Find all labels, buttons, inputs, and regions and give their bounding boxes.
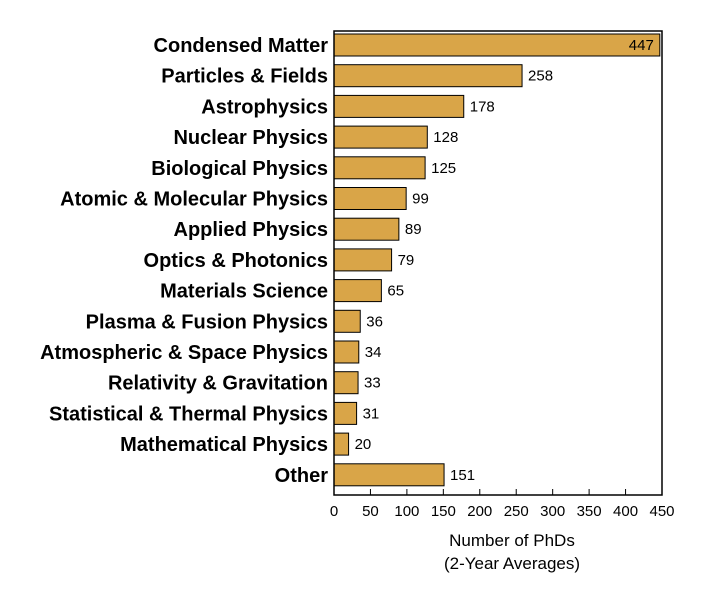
x-axis-title: Number of PhDs (449, 531, 575, 550)
value-label-nuclear-physics: 128 (433, 129, 458, 146)
category-labels: Condensed Matter Particles & Fields Astrop… (40, 35, 328, 487)
category-label-optics-and-photonics: Optics & Photonics (144, 250, 328, 272)
category-label-mathematical-physics: Mathematical Physics (120, 434, 328, 456)
category-label-particles-and-fields: Particles & Fields (161, 66, 328, 88)
x-tick-label-100: 100 (394, 503, 419, 520)
x-tick-label-50: 50 (362, 503, 379, 520)
value-label-particles-and-fields: 258 (528, 68, 553, 85)
bar-mathematical-physics (333, 432, 350, 456)
category-label-biological-physics: Biological Physics (151, 158, 328, 180)
x-tick-label-300: 300 (540, 503, 565, 520)
value-label-other: 151 (450, 467, 475, 484)
category-label-other: Other (275, 465, 329, 487)
value-label-relativity-and-gravitation: 33 (364, 375, 381, 392)
category-label-plasma-and-fusion-physics: Plasma & Fusion Physics (86, 311, 328, 333)
x-tick-label-350: 350 (577, 503, 602, 520)
value-label-biological-physics: 125 (431, 160, 456, 177)
value-label-materials-science: 65 (387, 283, 404, 300)
value-label-condensed-matter: 447 (629, 37, 654, 54)
x-axis-tick-labels: 0 50 100 150 200 250 300 350 400 450 (330, 503, 675, 520)
category-label-condensed-matter: Condensed Matter (154, 35, 329, 57)
bar-statistical-and-thermal-physics (333, 401, 358, 425)
bar-optics-and-photonics (333, 248, 393, 272)
value-label-statistical-and-thermal-physics: 31 (363, 405, 380, 422)
bar-atomic-and-molecular-physics (333, 187, 407, 210)
value-label-atomic-and-molecular-physics: 99 (412, 191, 429, 208)
category-label-atomic-and-molecular-physics: Atomic & Molecular Physics (60, 189, 328, 211)
x-tick-label-150: 150 (431, 503, 456, 520)
x-axis-ticks (333, 489, 663, 495)
bar-condensed-matter (333, 33, 661, 57)
value-label-atmospheric-and-space-physics: 34 (365, 344, 382, 361)
x-tick-label-0: 0 (330, 503, 338, 520)
category-label-atmospheric-and-space-physics: Atmospheric & Space Physics (40, 342, 328, 364)
value-label-applied-physics: 89 (405, 221, 422, 238)
bars-layer (333, 33, 661, 487)
bar-relativity-and-gravitation (333, 371, 359, 395)
x-axis-subtitle: (2-Year Averages) (444, 554, 580, 573)
x-tick-label-200: 200 (467, 503, 492, 520)
bar-atmospheric-and-space-physics (333, 340, 360, 364)
bar-plasma-and-fusion-physics (333, 309, 361, 333)
bar-other (333, 463, 445, 487)
category-label-materials-science: Materials Science (160, 281, 328, 303)
bar-nuclear-physics (333, 125, 428, 149)
bar-particles-and-fields (333, 64, 523, 88)
bar-materials-science (333, 279, 382, 303)
x-tick-label-250: 250 (504, 503, 529, 520)
plot-frame (333, 30, 663, 496)
value-label-astrophysics: 178 (470, 98, 495, 115)
bar-applied-physics (333, 217, 400, 241)
category-label-nuclear-physics: Nuclear Physics (173, 127, 328, 149)
value-label-optics-and-photonics: 79 (398, 252, 415, 269)
value-label-mathematical-physics: 20 (355, 436, 372, 453)
bar-biological-physics (333, 156, 426, 180)
x-tick-label-450: 450 (649, 503, 674, 520)
value-label-plasma-and-fusion-physics: 36 (366, 313, 383, 330)
bar-astrophysics (333, 94, 465, 118)
category-label-statistical-and-thermal-physics: Statistical & Thermal Physics (49, 403, 328, 425)
category-label-applied-physics: Applied Physics (174, 219, 329, 241)
x-tick-label-400: 400 (613, 503, 638, 520)
category-label-astrophysics: Astrophysics (201, 96, 328, 118)
category-label-relativity-and-gravitation: Relativity & Gravitation (108, 373, 328, 395)
